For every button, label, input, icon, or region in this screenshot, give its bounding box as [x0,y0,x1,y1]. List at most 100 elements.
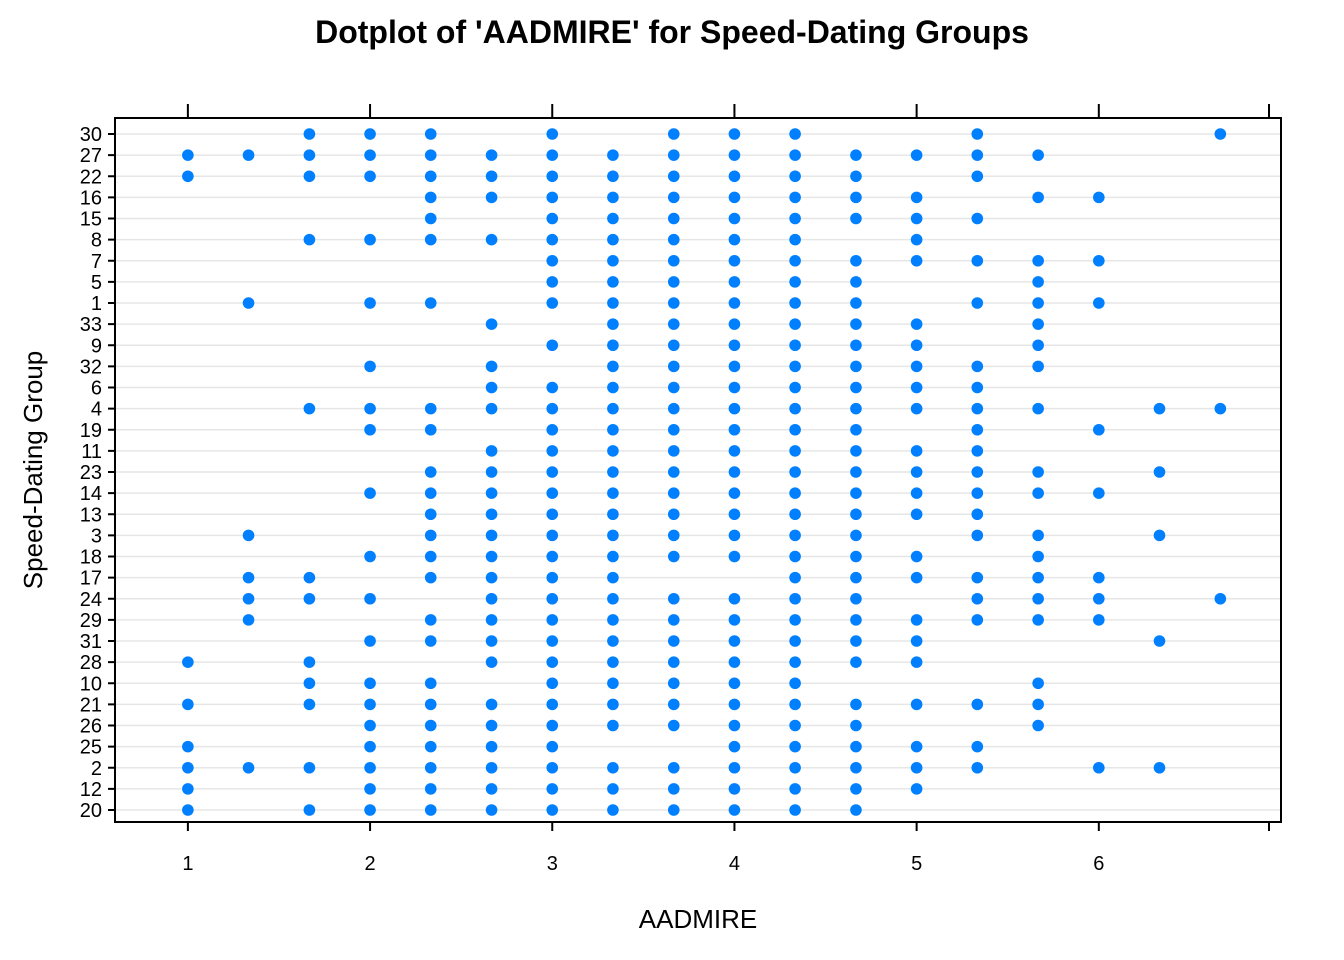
data-point-8-0 [303,233,316,246]
data-point-28-1 [303,656,316,668]
data-point-13-5 [728,508,741,521]
y-tick-label-15: 15 [80,209,102,231]
data-point-32-2 [607,360,619,373]
grid-lines [115,133,1281,811]
data-point-21-10 [850,698,862,711]
data-point-31-5 [667,635,680,647]
data-point-6-4 [728,381,741,394]
data-point-7-1 [607,254,619,267]
data-point-17-11 [1093,571,1105,584]
data-point-21-3 [424,698,437,711]
data-point-22-8 [728,170,741,183]
x-tick-label-6: 6 [1093,853,1104,875]
data-point-26-6 [728,719,741,732]
y-tick-label-27: 27 [80,145,102,167]
data-point-5-4 [789,276,801,288]
data-point-2-13 [971,761,984,774]
data-point-23-2 [546,466,559,478]
data-point-4-9 [850,402,862,415]
data-point-26-2 [485,719,498,732]
data-point-27-7 [607,149,619,161]
data-point-29-5 [667,614,680,626]
y-tick-label-16: 16 [80,187,102,209]
data-point-20-6 [607,804,619,816]
data-point-19-4 [667,423,680,436]
data-point-29-3 [546,614,559,626]
data-point-3-5 [667,529,680,542]
y-tick-label-20: 20 [80,800,102,822]
data-point-4-0 [303,402,316,415]
data-point-17-6 [789,571,801,584]
data-point-21-1 [303,698,316,711]
data-point-17-2 [424,571,437,584]
data-point-3-8 [850,529,862,542]
data-point-2-4 [424,761,437,774]
y-axis-label: Speed-Dating Group [18,351,48,589]
data-point-18-3 [546,550,559,563]
data-point-2-8 [667,761,680,774]
data-point-3-4 [607,529,619,542]
data-point-21-0 [182,698,194,711]
data-point-15-0 [424,212,437,225]
data-point-32-5 [789,360,801,373]
data-point-2-1 [242,761,255,774]
data-point-19-3 [607,423,619,436]
y-axis-ticks: 3027221615875133932641911231413318172429… [80,124,115,822]
data-point-25-7 [850,740,862,753]
data-point-15-4 [728,212,741,225]
data-point-20-9 [789,804,801,816]
data-point-22-3 [424,170,437,183]
data-point-12-4 [546,783,559,795]
data-point-11-1 [546,445,559,457]
data-point-16-1 [485,191,498,204]
data-point-12-7 [728,783,741,795]
data-point-25-1 [364,740,376,753]
data-point-7-3 [728,254,741,267]
data-point-27-10 [789,149,801,161]
data-point-21-11 [910,698,923,711]
data-point-17-8 [910,571,923,584]
x-axis-ticks: 1 2 3 4 5 6 [182,104,1270,875]
data-point-21-8 [728,698,741,711]
data-point-17-0 [242,571,255,584]
data-point-13-4 [667,508,680,521]
data-point-15-6 [850,212,862,225]
data-point-20-4 [485,804,498,816]
data-point-9-7 [1032,339,1044,352]
data-point-19-6 [789,423,801,436]
data-point-14-3 [546,487,559,499]
data-point-21-12 [971,698,984,711]
data-point-23-11 [1153,466,1166,478]
data-point-23-4 [667,466,680,478]
data-point-15-2 [607,212,619,225]
data-point-29-9 [910,614,923,626]
data-point-12-5 [607,783,619,795]
data-point-4-12 [1032,402,1044,415]
data-point-27-9 [728,149,741,161]
data-point-22-1 [303,170,316,183]
data-point-24-5 [607,592,619,605]
data-point-17-10 [1032,571,1044,584]
data-point-20-2 [364,804,376,816]
data-point-25-3 [485,740,498,753]
data-point-9-2 [667,339,680,352]
data-point-29-10 [971,614,984,626]
data-point-5-2 [667,276,680,288]
data-point-12-2 [424,783,437,795]
data-point-30-1 [364,128,376,140]
data-point-15-1 [546,212,559,225]
data-point-22-11 [971,170,984,183]
data-point-28-9 [910,656,923,668]
data-point-9-4 [789,339,801,352]
data-point-14-10 [971,487,984,499]
data-point-23-8 [910,466,923,478]
data-point-16-8 [910,191,923,204]
data-point-23-5 [728,466,741,478]
y-tick-label-23: 23 [80,462,102,484]
data-point-1-8 [850,297,862,309]
data-point-32-0 [364,360,376,373]
data-point-28-2 [485,656,498,668]
x-tick-label-3: 3 [547,853,558,875]
data-point-14-11 [1032,487,1044,499]
data-point-13-0 [424,508,437,521]
